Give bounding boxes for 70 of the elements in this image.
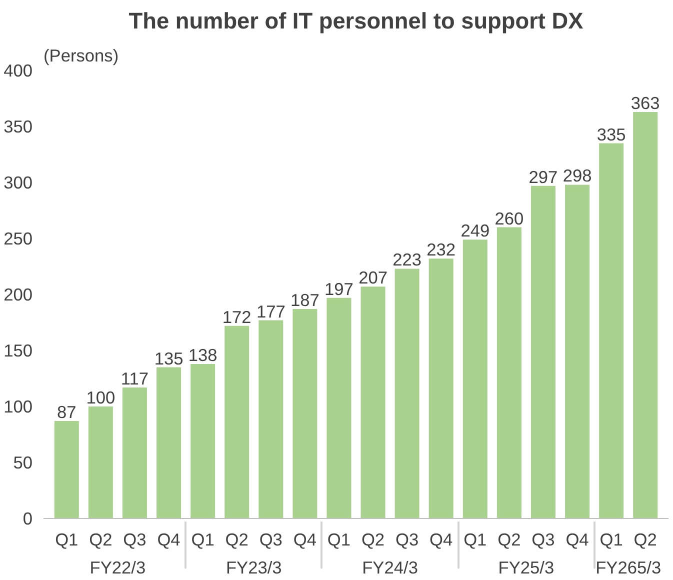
bar bbox=[565, 184, 590, 518]
text: FY24/3 bbox=[362, 558, 418, 578]
data-label: 363 bbox=[630, 92, 660, 113]
data-label: 297 bbox=[528, 166, 558, 187]
x-tick-label: Q3 bbox=[396, 530, 419, 550]
bar bbox=[326, 298, 352, 518]
bar bbox=[428, 258, 454, 518]
data-label: 260 bbox=[494, 208, 524, 228]
data-label: 135 bbox=[154, 348, 184, 368]
x-tick-label: Q3 bbox=[532, 530, 555, 550]
bar bbox=[599, 143, 624, 518]
y-tick-label: 200 bbox=[4, 284, 33, 304]
data-label: 207 bbox=[358, 268, 388, 288]
data-label: 172 bbox=[222, 306, 252, 327]
x-tick-label: Q2 bbox=[361, 530, 385, 550]
x-tick-label: Q2 bbox=[89, 530, 112, 550]
x-tick-label: Q3 bbox=[123, 530, 146, 550]
y-tick-label: 400 bbox=[4, 60, 33, 80]
text: FY22/3 bbox=[90, 558, 146, 578]
bar bbox=[292, 309, 318, 518]
bar bbox=[156, 367, 182, 518]
x-tick-label: Q2 bbox=[634, 530, 657, 550]
x-tick-label: Q1 bbox=[327, 530, 351, 550]
x-tick-label: Q2 bbox=[498, 530, 521, 550]
y-tick-label: 350 bbox=[4, 116, 33, 136]
data-label: 187 bbox=[290, 290, 320, 310]
data-label: 177 bbox=[256, 301, 286, 322]
y-axis-title: (Persons) bbox=[44, 46, 119, 66]
bar bbox=[360, 286, 386, 518]
x-tick-label: Q2 bbox=[225, 530, 248, 550]
data-label: 100 bbox=[86, 388, 116, 408]
x-tick-label: Q4 bbox=[430, 530, 454, 550]
x-tick-label: Q4 bbox=[566, 530, 590, 550]
bar bbox=[54, 421, 79, 518]
data-label: 117 bbox=[120, 368, 149, 388]
bar bbox=[88, 406, 113, 518]
data-label: 138 bbox=[188, 344, 218, 365]
chart-title: The number of IT personnel to support DX bbox=[128, 8, 584, 34]
data-label: 232 bbox=[426, 240, 456, 260]
bar bbox=[122, 387, 147, 518]
text: FY25/3 bbox=[498, 558, 554, 578]
y-tick-label: 300 bbox=[4, 172, 33, 192]
bar bbox=[462, 240, 488, 518]
x-tick-label: Q1 bbox=[55, 530, 78, 550]
bar bbox=[496, 227, 522, 518]
data-label: 223 bbox=[392, 250, 422, 270]
y-tick-label: 100 bbox=[4, 396, 33, 416]
bar bbox=[530, 186, 556, 518]
bar bbox=[258, 320, 284, 518]
x-tick-label: Q1 bbox=[464, 530, 487, 550]
bar bbox=[224, 326, 250, 518]
x-tick-label: Q1 bbox=[600, 530, 623, 550]
x-tick-label: Q1 bbox=[191, 530, 214, 550]
text: FY23/3 bbox=[226, 558, 282, 578]
bar bbox=[190, 364, 216, 518]
y-tick-label: 50 bbox=[13, 452, 33, 472]
x-tick-label: Q3 bbox=[259, 530, 282, 550]
data-label: 298 bbox=[562, 166, 592, 186]
bar bbox=[394, 268, 420, 518]
data-label: 249 bbox=[460, 220, 490, 241]
text: FY265/3 bbox=[596, 558, 662, 578]
data-label: 335 bbox=[596, 124, 626, 144]
y-tick-label: 250 bbox=[4, 228, 33, 248]
data-label: 197 bbox=[324, 278, 354, 299]
y-tick-label: 150 bbox=[4, 340, 33, 360]
data-label: 87 bbox=[57, 402, 76, 422]
y-tick-label: 0 bbox=[22, 508, 33, 528]
x-tick-label: Q4 bbox=[293, 530, 317, 550]
x-tick-label: Q4 bbox=[157, 530, 181, 550]
bar bbox=[633, 112, 658, 518]
